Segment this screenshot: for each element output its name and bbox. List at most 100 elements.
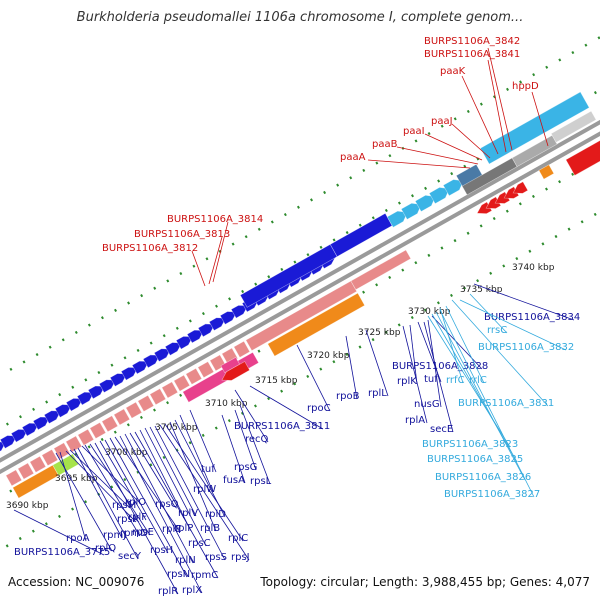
red-gene-label-leader bbox=[531, 91, 549, 147]
blue-gene-label-leader bbox=[239, 404, 271, 485]
blue-gene-label: rplR bbox=[158, 586, 178, 597]
blue-gene-label-leader bbox=[221, 414, 246, 484]
blue-gene-label: BURPS1106A_3811 bbox=[234, 421, 330, 432]
reverse-gene-block bbox=[161, 381, 179, 399]
blue-gene-label: BURPS1106A_3828 bbox=[392, 361, 488, 372]
reverse-gene-block bbox=[137, 394, 155, 412]
blue-gene-label-leader bbox=[94, 442, 179, 595]
scale-label: 3720 kbp bbox=[307, 351, 350, 361]
cyan-gene-label: BURPS1106A_3831 bbox=[458, 398, 554, 409]
blue-gene-label: rplL bbox=[368, 388, 387, 399]
blue-gene-label: rpsE bbox=[132, 527, 154, 538]
red-gene-label: paaJ bbox=[431, 116, 453, 127]
blue-gene-label-leader bbox=[296, 344, 331, 412]
red-reverse-arrow bbox=[512, 181, 529, 194]
blue-gene-label-leader bbox=[159, 424, 250, 561]
blue-gene-label-leader bbox=[114, 436, 181, 533]
blue-gene-label: rpsN bbox=[167, 569, 190, 580]
blue-gene-label-leader bbox=[109, 437, 188, 578]
paa-gene-block bbox=[511, 134, 558, 168]
blue-gene-label: BURPS1106A_3834 bbox=[484, 312, 580, 323]
reverse-gene-block bbox=[185, 367, 203, 385]
blue-label-group: BURPS1106A_3834 BURPS1106A_3828 nusG secE tu… bbox=[13, 283, 580, 597]
cyan-label-group: rrsC BURPS1106A_3832 rrlC rrfC BURPS1106A_38… bbox=[422, 293, 574, 500]
scale-label: 3690 kbp bbox=[6, 501, 49, 511]
red-gene-label-leader bbox=[208, 236, 223, 285]
cyan-gene-label-leader bbox=[451, 299, 549, 407]
accession-text: Accession: NC_009076 bbox=[8, 575, 145, 589]
blue-gene-label: rplC bbox=[228, 533, 248, 544]
blue-gene-label-leader bbox=[169, 421, 217, 532]
blue-gene-label: rplO bbox=[125, 497, 146, 508]
blue-gene-label: rpsQ bbox=[155, 499, 179, 510]
recQ-gene-block bbox=[267, 292, 366, 357]
blue-gene-label-leader bbox=[69, 449, 131, 509]
blue-gene-label-leader bbox=[73, 448, 123, 539]
scale-label: 3740 kbp bbox=[512, 263, 555, 273]
genome-stats-text: Topology: circular; Length: 3,988,455 bp… bbox=[260, 575, 590, 589]
blue-gene-label-leader bbox=[144, 427, 207, 547]
reverse-gene-block bbox=[149, 388, 167, 406]
reverse-gene-block bbox=[113, 408, 131, 426]
reverse-gene-block bbox=[65, 435, 83, 453]
blue-gene-label-leader bbox=[81, 445, 143, 506]
red-small-block bbox=[221, 361, 251, 381]
blue-gene-label-leader bbox=[431, 315, 483, 370]
orange-small-block bbox=[538, 164, 555, 180]
blue-gene-label: secY bbox=[118, 551, 142, 562]
blue-gene-label: secE bbox=[430, 424, 453, 435]
red-gene-label: BURPS1106A_3813 bbox=[134, 229, 230, 240]
blue-gene-label-leader bbox=[473, 283, 575, 321]
blue-gene-label: rplP bbox=[174, 523, 193, 534]
reverse-gene-block bbox=[77, 428, 95, 446]
blue-gene-label: rplW bbox=[193, 484, 216, 495]
blue-gene-label: nusG bbox=[414, 399, 440, 410]
cyan-gene-label-leader bbox=[445, 305, 485, 384]
hppD-gene-block bbox=[479, 91, 590, 165]
reverse-gene-block bbox=[233, 340, 251, 358]
reverse-gene-block bbox=[53, 442, 71, 460]
blue-gene-label: rpmD bbox=[120, 528, 148, 539]
cyan-gene-label-leader bbox=[439, 309, 535, 498]
blue-gene-label: rplK bbox=[397, 376, 417, 387]
red-gene-label-leader bbox=[367, 159, 471, 169]
scale-label: 3725 kbp bbox=[358, 328, 401, 338]
red-gene-label-leader bbox=[451, 123, 491, 159]
blue-gene-label: rpsM bbox=[112, 500, 136, 511]
blue-gene-label: rpsJ bbox=[231, 552, 250, 563]
red-gene-label-leader bbox=[212, 221, 229, 283]
paa-gene-block bbox=[550, 110, 597, 143]
blue-gene-label: rplF bbox=[128, 512, 147, 523]
red-label-group: BURPS1106A_3842 BURPS1106A_3841 paaK hppD pa… bbox=[102, 36, 549, 287]
red-gene-label: paaK bbox=[440, 66, 466, 77]
blue-gene-label: rpmC bbox=[191, 570, 218, 581]
cyan-gene-label-leader bbox=[435, 311, 526, 481]
cyan-gene-label-leader bbox=[439, 307, 464, 384]
cyan-gene-label-leader bbox=[459, 299, 567, 351]
blue-gene-label: rpsS bbox=[205, 552, 227, 563]
blue-gene-label: rplV bbox=[178, 508, 198, 519]
blue-gene-label-leader bbox=[179, 414, 214, 493]
blue-gene-label: recQ bbox=[245, 434, 269, 445]
cyan-gene-label: rrlC bbox=[469, 375, 487, 386]
scale-label: 3715 kbp bbox=[255, 376, 298, 386]
cyan-gene-label: BURPS1106A_3823 bbox=[422, 439, 518, 450]
reverse-gene-block bbox=[29, 455, 47, 473]
blue-gene-label: rpoC bbox=[307, 403, 331, 414]
blue-gene-label: rpsH bbox=[150, 545, 173, 556]
red-gene-label: paaB bbox=[372, 139, 398, 150]
backbone-line-upper bbox=[0, 119, 600, 463]
red-gene-label-leader bbox=[461, 75, 499, 155]
blue-gene-label-leader bbox=[365, 329, 389, 397]
blue-gene-label-leader bbox=[89, 443, 151, 536]
blue-gene-label-leader bbox=[119, 435, 203, 594]
cyan-gene-label: BURPS1106A_3826 bbox=[435, 472, 531, 483]
scale-label: 3695 kbp bbox=[55, 474, 98, 484]
blue-gene-label: rpsC bbox=[188, 538, 211, 549]
blue-gene-label: rpsL bbox=[250, 476, 272, 487]
red-gene-label-leader bbox=[424, 133, 483, 161]
blue-gene-label: BURPS1106A_3775 bbox=[14, 547, 110, 558]
backbone-line-lower bbox=[0, 131, 600, 475]
cyan-gene-label: rrfC bbox=[446, 375, 465, 386]
